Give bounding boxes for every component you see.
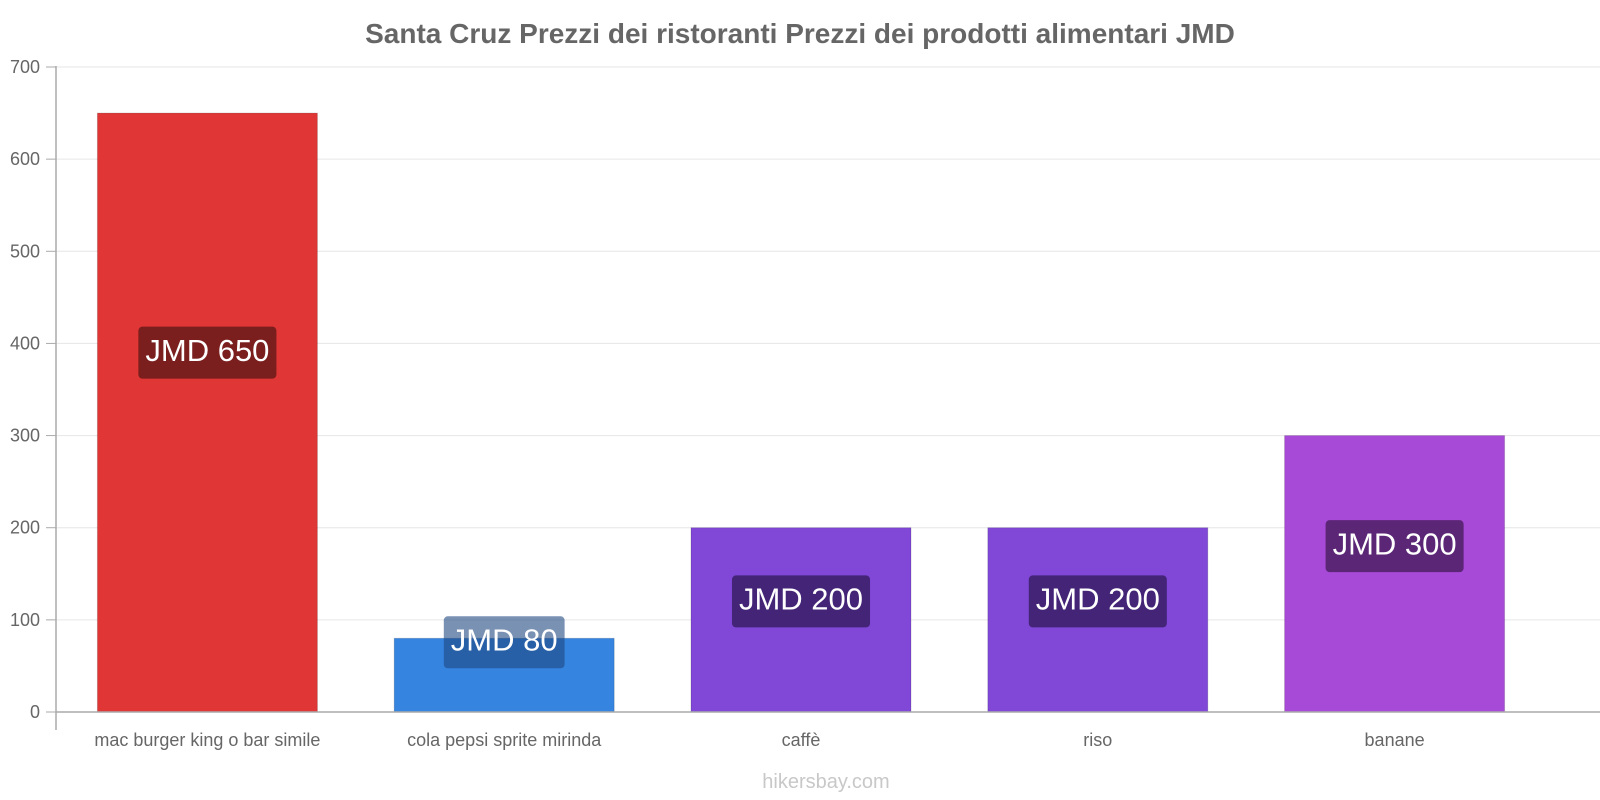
x-tick-label: riso xyxy=(1083,730,1112,750)
data-label-bg xyxy=(443,616,565,669)
data-label: JMD 80 xyxy=(451,622,558,657)
x-tick-label: cola pepsi sprite mirinda xyxy=(407,730,602,750)
y-tick-label: 300 xyxy=(10,426,40,446)
y-tick-label: 700 xyxy=(10,57,40,77)
y-tick-label: 500 xyxy=(10,241,40,261)
watermark: hikersbay.com xyxy=(762,771,889,793)
axes: 0 100 200 300 400 500 600 700 mac burger king o … xyxy=(10,57,1600,750)
y-tick-label: 0 xyxy=(30,702,40,722)
data-label: JMD 200 xyxy=(739,582,863,617)
data-label: JMD 200 xyxy=(1036,582,1160,617)
y-tick-label: 400 xyxy=(10,333,40,353)
x-tick-label: banane xyxy=(1365,730,1425,750)
data-label-bg xyxy=(1325,520,1464,573)
x-tick-label: caffè xyxy=(782,730,821,750)
x-tick-label: mac burger king o bar simile xyxy=(94,730,320,750)
data-labels: JMD 650 JMD 80 JMD 200 JMD 200 JMD 300 xyxy=(138,326,1464,669)
y-tick-label: 200 xyxy=(10,518,40,538)
data-label: JMD 300 xyxy=(1333,526,1457,561)
y-tick-label: 600 xyxy=(10,149,40,169)
y-tick-label: 100 xyxy=(10,610,40,630)
data-label-bg xyxy=(1028,575,1167,628)
chart-title: Santa Cruz Prezzi dei ristoranti Prezzi … xyxy=(365,18,1235,49)
bar xyxy=(96,112,318,713)
data-label-bg xyxy=(731,575,871,628)
bar xyxy=(1284,435,1506,713)
data-label-bg xyxy=(138,326,277,379)
data-label: JMD 650 xyxy=(145,333,269,368)
